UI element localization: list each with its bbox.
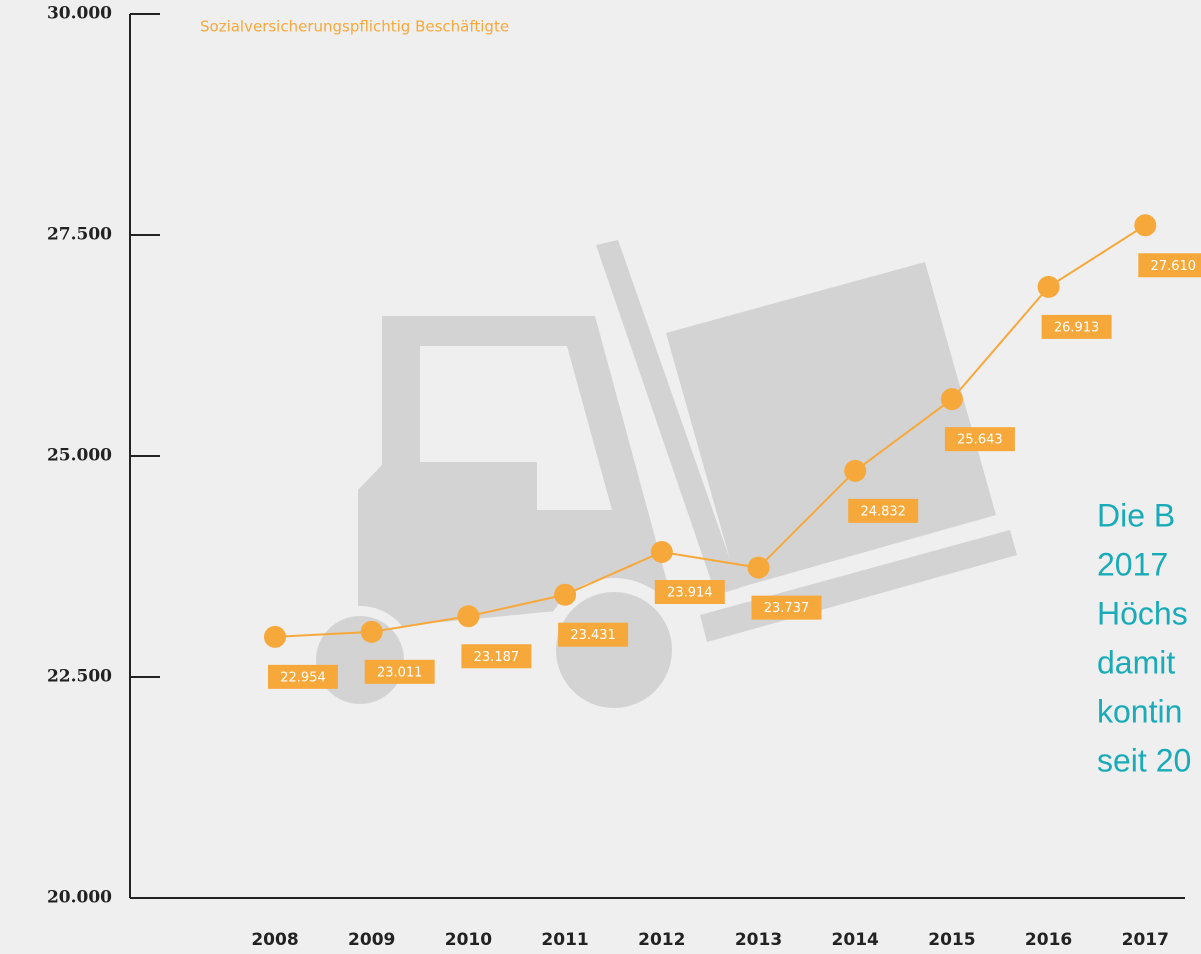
value-label: 23.431: [570, 628, 616, 643]
y-tick-label: 30.000: [47, 4, 112, 24]
x-tick-label: 2012: [638, 930, 685, 950]
x-tick-label: 2015: [928, 930, 975, 950]
x-tick-label: 2014: [832, 930, 879, 950]
y-tick-label: 27.500: [47, 225, 112, 245]
value-label: 25.643: [957, 433, 1003, 448]
data-point: [941, 388, 963, 410]
x-tick-label: 2008: [251, 930, 298, 950]
value-label: 23.187: [474, 650, 520, 665]
value-label: 26.913: [1054, 320, 1100, 335]
data-point: [1134, 214, 1156, 236]
annotation-line: Die B: [1097, 497, 1175, 533]
data-point: [844, 460, 866, 482]
x-tick-label: 2010: [445, 930, 492, 950]
data-point: [457, 605, 479, 627]
y-tick-label: 25.000: [47, 446, 112, 466]
chart: Sozialversicherungspflichtig Beschäftigt…: [0, 0, 1201, 954]
annotation-line: seit 20: [1097, 742, 1191, 778]
value-label: 27.610: [1151, 259, 1197, 274]
y-tick-label: 22.500: [47, 667, 112, 687]
x-tick-label: 2011: [541, 930, 588, 950]
value-label: 23.914: [667, 586, 713, 601]
data-point: [748, 557, 770, 579]
annotation-line: 2017: [1097, 546, 1168, 582]
value-label: 24.832: [860, 504, 906, 519]
annotation-line: kontin: [1097, 693, 1182, 729]
annotation-line: Höchs: [1097, 595, 1188, 631]
value-label: 23.737: [764, 601, 810, 616]
chart-title: Sozialversicherungspflichtig Beschäftigt…: [200, 18, 509, 36]
value-label: 23.011: [377, 665, 423, 680]
annotation-line: damit: [1097, 644, 1175, 680]
x-tick-label: 2013: [735, 930, 782, 950]
value-label: 22.954: [280, 670, 326, 685]
data-point: [361, 621, 383, 643]
x-tick-label: 2017: [1122, 930, 1169, 950]
x-tick-label: 2009: [348, 930, 395, 950]
data-point: [651, 541, 673, 563]
data-point: [264, 626, 286, 648]
data-point: [554, 584, 576, 606]
data-point: [1038, 276, 1060, 298]
x-tick-label: 2016: [1025, 930, 1072, 950]
y-tick-label: 20.000: [47, 888, 112, 908]
